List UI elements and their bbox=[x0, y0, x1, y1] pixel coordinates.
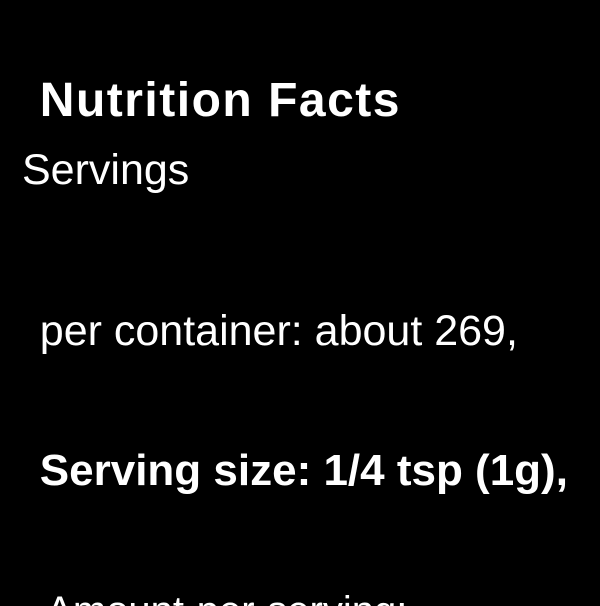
amount-per-serving-line: Amount per serving: bbox=[22, 547, 578, 606]
servings-word: Servings bbox=[22, 146, 190, 194]
title-line: Nutrition Facts Servings bbox=[22, 14, 578, 267]
serving-size-line: Serving size: 1/4 tsp (1g), bbox=[22, 405, 578, 547]
serving-size-text: Serving size: 1/4 tsp (1g), bbox=[39, 446, 568, 495]
title-separator bbox=[401, 78, 413, 126]
servings-per-container-text: per container: about 269, bbox=[39, 307, 518, 355]
amount-per-serving-text: Amount per serving: bbox=[46, 589, 407, 606]
nutrition-facts-title: Nutrition Facts bbox=[39, 74, 401, 127]
servings-per-container-line: per container: about 269, bbox=[22, 267, 578, 405]
